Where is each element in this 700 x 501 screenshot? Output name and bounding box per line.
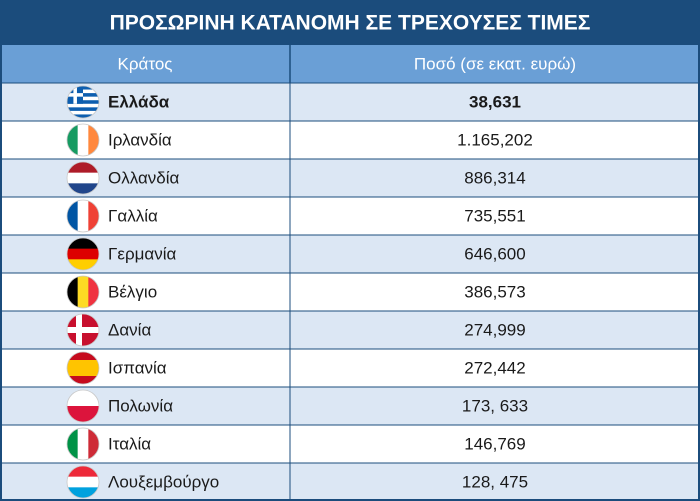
table-row (0, 387, 700, 425)
flag-rim (66, 465, 100, 499)
country-name: Ισπανία (108, 359, 167, 378)
flag-icon (67, 124, 99, 156)
flag-rim (66, 275, 100, 309)
table-row (0, 83, 700, 121)
amount: 274,999 (464, 321, 525, 340)
flag-icon (67, 428, 99, 460)
title: ΠΡΟΣΩΡΙΝΗ ΚΑΤΑΝΟΜΗ ΣΕ ΤΡΕΧΟΥΣΕΣ ΤΙΜΕΣ (110, 12, 591, 35)
amount: 735,551 (464, 207, 525, 226)
table-row (0, 197, 700, 235)
table-row (0, 349, 700, 387)
title-bar (0, 0, 700, 45)
flag-icon (67, 390, 99, 422)
table-row (0, 235, 700, 273)
amount: 1.165,202 (457, 131, 533, 150)
flag-rim (66, 237, 100, 271)
flag-rim (66, 313, 100, 347)
flag-rim (66, 123, 100, 157)
flag-icon (67, 466, 99, 498)
country-name: Πολωνία (108, 397, 173, 416)
country-name: Ιρλανδία (108, 131, 172, 150)
country-name: Γερμανία (108, 245, 177, 264)
flag-rim (66, 351, 100, 385)
table-row (0, 159, 700, 197)
country-name: Βέλγιο (108, 283, 157, 302)
table-row (0, 463, 700, 501)
amount: 128, 475 (462, 473, 528, 492)
flag-icon (67, 162, 99, 194)
flag-icon (67, 314, 99, 346)
amount: 173, 633 (462, 397, 528, 416)
country-name: Ελλάδα (108, 93, 170, 112)
header-row (0, 45, 700, 83)
amount: 646,600 (464, 245, 525, 264)
flag-rim (66, 427, 100, 461)
flag-rim (66, 85, 100, 119)
flag-icon (67, 200, 99, 232)
flag-icon (67, 238, 99, 270)
table-row (0, 425, 700, 463)
flag-icon (67, 352, 99, 384)
table-row (0, 273, 700, 311)
amount: 386,573 (464, 283, 525, 302)
country-name: Γαλλία (108, 207, 158, 226)
amount: 886,314 (464, 169, 525, 188)
amount: 38,631 (469, 93, 521, 112)
flag-rim (66, 199, 100, 233)
country-name: Ιταλία (108, 435, 151, 454)
table-body: Ελλάδα 38,631 Ιρλανδία 1.165,202 Ολλανδία 886… (0, 82, 700, 501)
country-name: Λουξεμβούργο (108, 473, 219, 492)
column-header: Κράτος (118, 55, 173, 74)
column-header: Ποσό (σε εκατ. ευρώ) (414, 55, 576, 74)
flag-icon (67, 276, 99, 308)
amount: 146,769 (464, 435, 525, 454)
amount: 272,442 (464, 359, 525, 378)
flag-rim (66, 161, 100, 195)
table-row (0, 311, 700, 349)
flag-rim (66, 389, 100, 423)
country-name: Δανία (108, 321, 151, 340)
country-name: Ολλανδία (108, 169, 180, 188)
table-row (0, 121, 700, 159)
